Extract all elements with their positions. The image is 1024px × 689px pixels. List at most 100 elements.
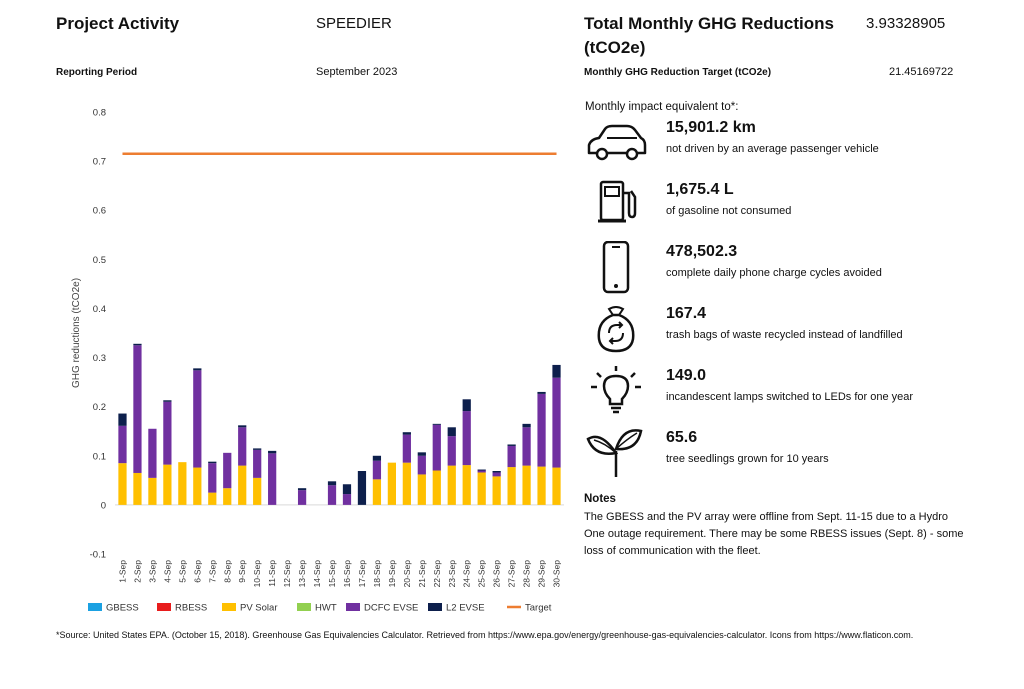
bar-pv-solar-7-sep (208, 492, 217, 505)
bar-dcfc-evse-8-sep (223, 452, 232, 489)
notes-title: Notes (584, 493, 616, 505)
impact-row-fuel: 1,675.4 L of gasoline not consumed (585, 179, 1005, 235)
bar-l2-evse-7-sep (208, 461, 217, 464)
y-tick-label: 0.1 (93, 451, 106, 462)
legend-swatch-rbess (157, 603, 171, 611)
bar-dcfc-evse-1-sep (118, 425, 127, 464)
y-tick-label: 0 (101, 500, 106, 511)
bar-pv-solar-23-sep (447, 465, 456, 505)
car-icon (587, 124, 647, 161)
x-tick-label: 17-Sep (357, 560, 367, 588)
x-tick-label: 21-Sep (417, 560, 427, 588)
impact-value-fuel: 1,675.4 L (666, 181, 734, 198)
bar-pv-solar-6-sep (193, 467, 202, 505)
bar-dcfc-evse-9-sep (238, 427, 247, 466)
legend-label-gbess: GBESS (106, 603, 139, 614)
x-tick-label: 20-Sep (402, 560, 412, 588)
y-tick-label: 0.2 (93, 402, 106, 413)
legend-label-target: Target (525, 603, 552, 614)
legend-label-rbess: RBESS (175, 603, 207, 614)
x-tick-label: 3-Sep (147, 560, 157, 583)
bar-pv-solar-1-sep (118, 463, 127, 505)
bar-pv-solar-21-sep (417, 474, 426, 505)
bar-dcfc-evse-18-sep (372, 460, 382, 480)
bar-dcfc-evse-7-sep (208, 463, 217, 493)
x-tick-label: 18-Sep (372, 560, 382, 588)
y-tick-label: 0.5 (93, 255, 106, 266)
bar-pv-solar-18-sep (372, 479, 382, 505)
notes-text: The GBESS and the PV array were offline … (584, 511, 964, 557)
bar-pv-solar-26-sep (492, 476, 501, 505)
impact-row-bag: 167.4 trash bags of waste recycled inste… (585, 303, 1005, 359)
x-tick-label: 14-Sep (312, 560, 322, 588)
x-tick-label: 29-Sep (537, 560, 547, 588)
reporting-period-label: Reporting Period (56, 67, 138, 78)
x-tick-label: 25-Sep (477, 560, 487, 588)
bar-dcfc-evse-13-sep (297, 490, 307, 505)
x-tick-label: 1-Sep (117, 560, 127, 583)
x-tick-label: 4-Sep (162, 560, 172, 583)
bar-dcfc-evse-22-sep (432, 424, 441, 471)
project-name: SPEEDIER (316, 15, 392, 32)
bar-dcfc-evse-24-sep (462, 411, 471, 466)
x-tick-label: 13-Sep (297, 560, 307, 588)
x-tick-label: 28-Sep (522, 560, 532, 588)
bar-dcfc-evse-21-sep (417, 455, 426, 475)
bar-dcfc-evse-28-sep (522, 427, 531, 466)
bar-dcfc-evse-25-sep (477, 470, 486, 473)
x-tick-label: 27-Sep (507, 560, 517, 588)
impact-value-car: 15,901.2 km (666, 119, 756, 136)
bar-dcfc-evse-3-sep (148, 428, 157, 478)
bar-pv-solar-29-sep (537, 466, 546, 505)
bar-pv-solar-9-sep (238, 465, 247, 505)
x-tick-label: 19-Sep (387, 560, 397, 588)
ghg-chart: -0.1 0 0.1 0.2 0.3 0.4 0.5 0.6 0.7 0.8 GHG reducti… (71, 108, 564, 614)
bar-pv-solar-20-sep (402, 462, 411, 505)
bar-dcfc-evse-29-sep (537, 393, 546, 467)
impact-desc-car: not driven by an average passenger vehic… (666, 143, 879, 155)
legend-label-dcfc-evse: DCFC EVSE (364, 603, 418, 614)
legend-swatch-gbess (88, 603, 102, 611)
x-tick-label: 22-Sep (432, 560, 442, 588)
bar-l2-evse-4-sep (163, 400, 172, 402)
x-tick-label: 15-Sep (327, 560, 337, 588)
reporting-period-value: September 2023 (316, 66, 398, 78)
bar-l2-evse-2-sep (133, 343, 142, 346)
bar-dcfc-evse-26-sep (492, 472, 501, 477)
bar-dcfc-evse-20-sep (402, 434, 411, 463)
x-tick-label: 5-Sep (177, 560, 187, 583)
bar-dcfc-evse-16-sep (342, 494, 352, 505)
x-tick-label: 2-Sep (132, 560, 142, 583)
bar-l2-evse-1-sep (118, 413, 127, 426)
y-tick-label: 0.7 (93, 157, 106, 168)
recycle-bag-icon (597, 306, 635, 353)
impact-desc-trees: tree seedlings grown for 10 years (666, 453, 829, 465)
bar-pv-solar-8-sep (223, 488, 232, 505)
y-tick-label: 0.3 (93, 353, 106, 364)
y-tick-label: 0.8 (93, 108, 106, 119)
bar-pv-solar-25-sep (477, 472, 486, 505)
seedling-icon (586, 429, 643, 477)
bar-l2-evse-13-sep (297, 488, 307, 491)
y-axis-label: GHG reductions (tCO2e) (71, 278, 82, 388)
legend-swatch-pv-solar (222, 603, 236, 611)
bar-dcfc-evse-11-sep (268, 453, 277, 505)
total-reductions-value: 3.93328905 (866, 15, 946, 32)
x-tick-label: 6-Sep (192, 560, 202, 583)
legend-swatch-dcfc-evse (346, 603, 360, 611)
bar-l2-evse-22-sep (432, 423, 441, 425)
bar-l2-evse-26-sep (492, 471, 501, 473)
bar-l2-evse-27-sep (507, 444, 516, 446)
bar-dcfc-evse-6-sep (193, 370, 202, 468)
x-tick-label: 11-Sep (267, 560, 277, 587)
bar-l2-evse-17-sep (357, 471, 367, 505)
bar-dcfc-evse-2-sep (133, 345, 142, 473)
bar-l2-evse-21-sep (417, 452, 426, 456)
impact-value-trees: 65.6 (666, 429, 698, 446)
impact-row-phone: 478,502.3 complete daily phone charge cy… (585, 241, 1005, 297)
bar-dcfc-evse-10-sep (253, 449, 262, 478)
project-activity-label: Project Activity (56, 14, 180, 33)
bar-pv-solar-5-sep (178, 462, 187, 505)
bar-pv-solar-24-sep (462, 465, 471, 505)
impact-value-phone: 478,502.3 (666, 243, 738, 260)
